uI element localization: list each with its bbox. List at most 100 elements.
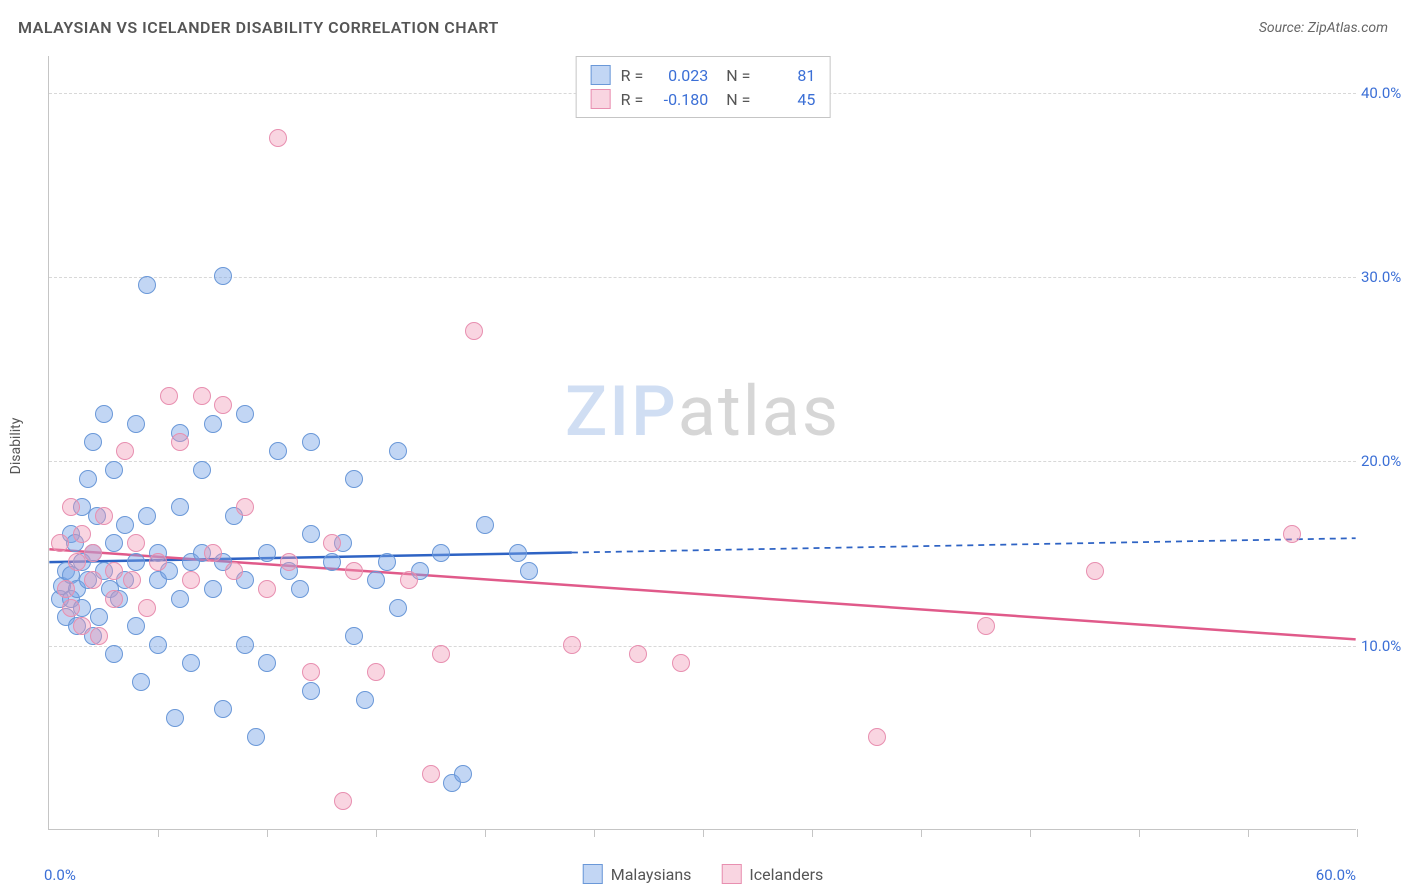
- data-point: [672, 654, 690, 672]
- data-point: [302, 433, 320, 451]
- data-point: [138, 599, 156, 617]
- data-point: [193, 461, 211, 479]
- data-point: [367, 663, 385, 681]
- x-tick: [158, 829, 159, 837]
- data-point: [302, 682, 320, 700]
- trend-lines: [49, 56, 1356, 829]
- data-point: [193, 387, 211, 405]
- data-point: [1086, 562, 1104, 580]
- grid-line: [49, 277, 1356, 278]
- data-point: [132, 673, 150, 691]
- data-point: [868, 728, 886, 746]
- x-tick: [921, 829, 922, 837]
- data-point: [323, 534, 341, 552]
- legend-n-value: 81: [760, 66, 815, 85]
- data-point: [116, 442, 134, 460]
- data-point: [160, 387, 178, 405]
- data-point: [90, 608, 108, 626]
- data-point: [105, 461, 123, 479]
- x-min-label: 0.0%: [44, 866, 76, 884]
- data-point: [400, 571, 418, 589]
- legend-series: Malaysians Icelanders: [583, 864, 824, 884]
- data-point: [79, 470, 97, 488]
- data-point: [225, 562, 243, 580]
- data-point: [171, 590, 189, 608]
- data-point: [389, 599, 407, 617]
- legend-stats-row: R = -0.180 N = 45: [591, 87, 816, 111]
- trend-line-solid: [49, 549, 1355, 639]
- data-point: [73, 617, 91, 635]
- data-point: [95, 507, 113, 525]
- x-tick: [267, 829, 268, 837]
- data-point: [51, 534, 69, 552]
- chart-header: MALAYSIAN VS ICELANDER DISABILITY CORREL…: [18, 18, 1388, 37]
- data-point: [432, 645, 450, 663]
- data-point: [95, 405, 113, 423]
- legend-stats: R = 0.023 N = 81 R = -0.180 N = 45: [576, 56, 831, 118]
- data-point: [280, 553, 298, 571]
- legend-r-value: -0.180: [653, 90, 708, 109]
- data-point: [247, 728, 265, 746]
- data-point: [389, 442, 407, 460]
- data-point: [476, 516, 494, 534]
- watermark-atlas: atlas: [678, 371, 840, 453]
- x-tick: [376, 829, 377, 837]
- data-point: [258, 654, 276, 672]
- data-point: [258, 544, 276, 562]
- data-point: [171, 433, 189, 451]
- legend-r-label: R =: [621, 90, 644, 109]
- data-point: [214, 396, 232, 414]
- data-point: [138, 507, 156, 525]
- data-point: [127, 415, 145, 433]
- data-point: [204, 544, 222, 562]
- legend-series-label: Icelanders: [749, 865, 823, 884]
- data-point: [166, 709, 184, 727]
- x-max-label: 60.0%: [1316, 866, 1356, 884]
- data-point: [236, 498, 254, 516]
- legend-swatch: [591, 65, 611, 85]
- data-point: [432, 544, 450, 562]
- data-point: [73, 525, 91, 543]
- x-tick: [1357, 829, 1358, 837]
- data-point: [182, 571, 200, 589]
- data-point: [214, 700, 232, 718]
- data-point: [629, 645, 647, 663]
- chart-source: Source: ZipAtlas.com: [1259, 20, 1388, 36]
- legend-series-item: Malaysians: [583, 864, 692, 884]
- watermark-zip: ZIP: [565, 371, 678, 453]
- data-point: [269, 129, 287, 147]
- legend-n-label: N =: [718, 90, 750, 109]
- data-point: [84, 544, 102, 562]
- legend-r-label: R =: [621, 66, 644, 85]
- data-point: [84, 433, 102, 451]
- data-point: [563, 636, 581, 654]
- data-point: [105, 590, 123, 608]
- data-point: [302, 663, 320, 681]
- watermark: ZIPatlas: [565, 371, 840, 453]
- data-point: [90, 627, 108, 645]
- legend-n-value: 45: [760, 90, 815, 109]
- data-point: [302, 525, 320, 543]
- y-tick-label: 30.0%: [1361, 268, 1406, 286]
- chart-title: MALAYSIAN VS ICELANDER DISABILITY CORREL…: [18, 18, 499, 37]
- legend-swatch: [583, 864, 603, 884]
- legend-n-label: N =: [718, 66, 750, 85]
- data-point: [214, 267, 232, 285]
- data-point: [258, 580, 276, 598]
- data-point: [236, 405, 254, 423]
- data-point: [116, 516, 134, 534]
- data-point: [465, 322, 483, 340]
- data-point: [105, 562, 123, 580]
- legend-r-value: 0.023: [653, 66, 708, 85]
- data-point: [149, 636, 167, 654]
- data-point: [454, 765, 472, 783]
- x-tick: [703, 829, 704, 837]
- x-tick: [812, 829, 813, 837]
- x-tick: [485, 829, 486, 837]
- data-point: [123, 571, 141, 589]
- data-point: [323, 553, 341, 571]
- data-point: [182, 654, 200, 672]
- y-tick-label: 20.0%: [1361, 452, 1406, 470]
- data-point: [422, 765, 440, 783]
- legend-series-label: Malaysians: [611, 865, 692, 884]
